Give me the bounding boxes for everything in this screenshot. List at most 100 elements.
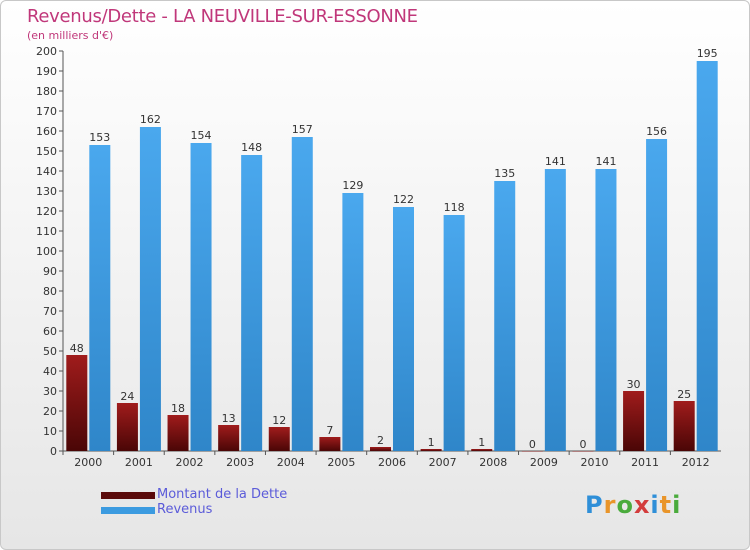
debt-bar bbox=[471, 449, 493, 451]
y-tick-label: 80 bbox=[43, 285, 57, 298]
y-tick-label: 20 bbox=[43, 405, 57, 418]
y-tick-label: 120 bbox=[36, 205, 57, 218]
x-tick-label: 2009 bbox=[530, 456, 558, 469]
debt-bar bbox=[521, 451, 543, 452]
revenue-bar bbox=[241, 155, 263, 451]
debt-value-label: 24 bbox=[120, 390, 134, 403]
debt-bar bbox=[572, 451, 594, 452]
debt-value-label: 25 bbox=[677, 388, 691, 401]
y-tick-label: 200 bbox=[36, 45, 57, 58]
revenue-bar bbox=[544, 169, 566, 451]
debt-value-label: 18 bbox=[171, 402, 185, 415]
legend-label-debt: Montant de la Dette bbox=[157, 487, 288, 502]
revenue-bar bbox=[393, 207, 414, 451]
y-tick-label: 0 bbox=[50, 445, 57, 458]
debt-value-label: 1 bbox=[428, 436, 435, 449]
revenue-value-label: 141 bbox=[595, 155, 616, 168]
y-tick-label: 170 bbox=[36, 105, 57, 118]
y-tick-label: 150 bbox=[36, 145, 57, 158]
y-tick-label: 90 bbox=[43, 265, 57, 278]
chart-title: Revenus/Dette - LA NEUVILLE-SUR-ESSONNE bbox=[27, 6, 418, 27]
debt-bar bbox=[370, 447, 391, 451]
debt-value-label: 48 bbox=[70, 342, 84, 355]
logo-letter: i bbox=[650, 491, 660, 519]
legend-swatch-revenue bbox=[101, 507, 155, 514]
x-tick-label: 2011 bbox=[631, 456, 659, 469]
y-tick-label: 190 bbox=[36, 65, 57, 78]
y-tick-label: 30 bbox=[43, 385, 57, 398]
debt-value-label: 0 bbox=[529, 438, 536, 451]
y-tick-label: 160 bbox=[36, 125, 57, 138]
x-tick-label: 2007 bbox=[429, 456, 457, 469]
revenue-bar bbox=[291, 137, 313, 451]
x-tick-label: 2006 bbox=[378, 456, 406, 469]
y-tick-label: 10 bbox=[43, 425, 57, 438]
x-tick-label: 2012 bbox=[682, 456, 710, 469]
debt-bar bbox=[420, 449, 442, 451]
revenue-value-label: 156 bbox=[646, 125, 667, 138]
y-tick-label: 50 bbox=[43, 345, 57, 358]
debt-bar bbox=[623, 391, 645, 451]
revenue-value-label: 129 bbox=[342, 179, 363, 192]
revenue-bar bbox=[646, 139, 668, 451]
revenue-bar bbox=[342, 193, 364, 451]
x-tick-label: 2003 bbox=[226, 456, 254, 469]
x-tick-label: 2001 bbox=[125, 456, 153, 469]
y-tick-label: 140 bbox=[36, 165, 57, 178]
logo-letter: x bbox=[633, 491, 651, 519]
revenue-value-label: 118 bbox=[444, 201, 465, 214]
revenue-value-label: 153 bbox=[89, 131, 110, 144]
y-tick-label: 130 bbox=[36, 185, 57, 198]
revenue-bar bbox=[139, 127, 161, 451]
revenue-value-label: 157 bbox=[292, 123, 313, 136]
debt-value-label: 2 bbox=[377, 434, 384, 447]
revenue-value-label: 195 bbox=[697, 47, 718, 60]
debt-value-label: 1 bbox=[478, 436, 485, 449]
debt-bar bbox=[66, 355, 88, 451]
logo-letter: t bbox=[659, 491, 673, 519]
x-tick-label: 2000 bbox=[74, 456, 102, 469]
revenue-value-label: 135 bbox=[494, 167, 515, 180]
revenue-value-label: 148 bbox=[241, 141, 262, 154]
revenue-bar bbox=[89, 145, 111, 451]
debt-value-label: 30 bbox=[627, 378, 641, 391]
x-tick-label: 2004 bbox=[277, 456, 305, 469]
y-tick-label: 110 bbox=[36, 225, 57, 238]
y-tick-label: 180 bbox=[36, 85, 57, 98]
legend-label-revenue: Revenus bbox=[157, 502, 213, 517]
revenue-bar bbox=[190, 143, 212, 451]
revenue-bar bbox=[696, 61, 718, 451]
revenue-value-label: 162 bbox=[140, 113, 161, 126]
debt-bar bbox=[167, 415, 189, 451]
revenue-value-label: 154 bbox=[191, 129, 212, 142]
y-tick-label: 40 bbox=[43, 365, 57, 378]
y-tick-label: 60 bbox=[43, 325, 57, 338]
logo-letter: o bbox=[616, 491, 634, 519]
debt-bar bbox=[319, 437, 341, 451]
debt-value-label: 0 bbox=[579, 438, 586, 451]
debt-bar bbox=[268, 427, 290, 451]
y-tick-label: 70 bbox=[43, 305, 57, 318]
x-tick-label: 2005 bbox=[327, 456, 355, 469]
debt-bar bbox=[218, 425, 240, 451]
x-tick-label: 2002 bbox=[176, 456, 204, 469]
revenue-bar bbox=[595, 169, 617, 451]
x-tick-label: 2010 bbox=[580, 456, 608, 469]
x-tick-label: 2008 bbox=[479, 456, 507, 469]
revenue-value-label: 122 bbox=[393, 193, 414, 206]
legend-swatch-debt bbox=[101, 492, 155, 499]
logo-letter: r bbox=[603, 491, 617, 519]
proxiti-logo: Proxiti bbox=[585, 491, 681, 519]
debt-value-label: 13 bbox=[222, 412, 236, 425]
logo-letter: P bbox=[585, 491, 604, 519]
debt-value-label: 12 bbox=[272, 414, 286, 427]
revenue-value-label: 141 bbox=[545, 155, 566, 168]
y-tick-label: 100 bbox=[36, 245, 57, 258]
logo-letter: i bbox=[672, 491, 682, 519]
debt-bar bbox=[116, 403, 138, 451]
revenue-bar bbox=[494, 181, 516, 451]
chart-subtitle: (en milliers d'€) bbox=[27, 29, 114, 42]
debt-value-label: 7 bbox=[326, 424, 333, 437]
